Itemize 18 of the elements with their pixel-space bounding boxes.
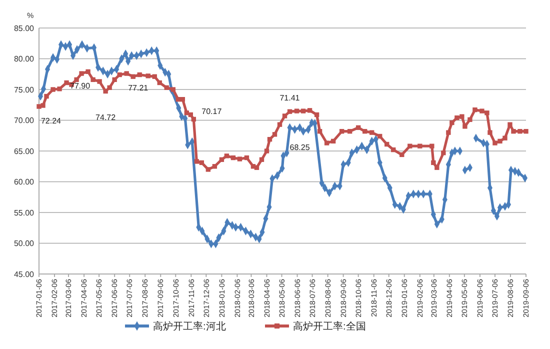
annotation: 71.41 <box>280 93 300 102</box>
y-tick-label: 50.00 <box>14 239 35 248</box>
annotation: 72.24 <box>40 116 62 126</box>
y-tick-label: 45.00 <box>14 270 35 279</box>
y-tick-label: 60.00 <box>14 178 35 187</box>
y-tick-label: 55.00 <box>14 208 35 218</box>
legend-label: 高炉开工率:河北 <box>153 320 226 332</box>
annotation: 68.25 <box>290 142 310 152</box>
annotation: 77.21 <box>128 84 149 93</box>
y-tick-label: 80.00 <box>14 54 35 64</box>
y-tick-label: 70.00 <box>14 116 35 126</box>
y-tick-label: 85.00 <box>14 24 35 33</box>
annotation: 77.90 <box>70 81 91 90</box>
y-tick-label: 75.00 <box>14 85 35 94</box>
legend-label: 高炉开工率:全国 <box>293 320 366 332</box>
annotation: 70.17 <box>202 107 222 116</box>
annotation: 74.72 <box>96 113 116 122</box>
y-tick-label: 65.00 <box>14 146 35 156</box>
